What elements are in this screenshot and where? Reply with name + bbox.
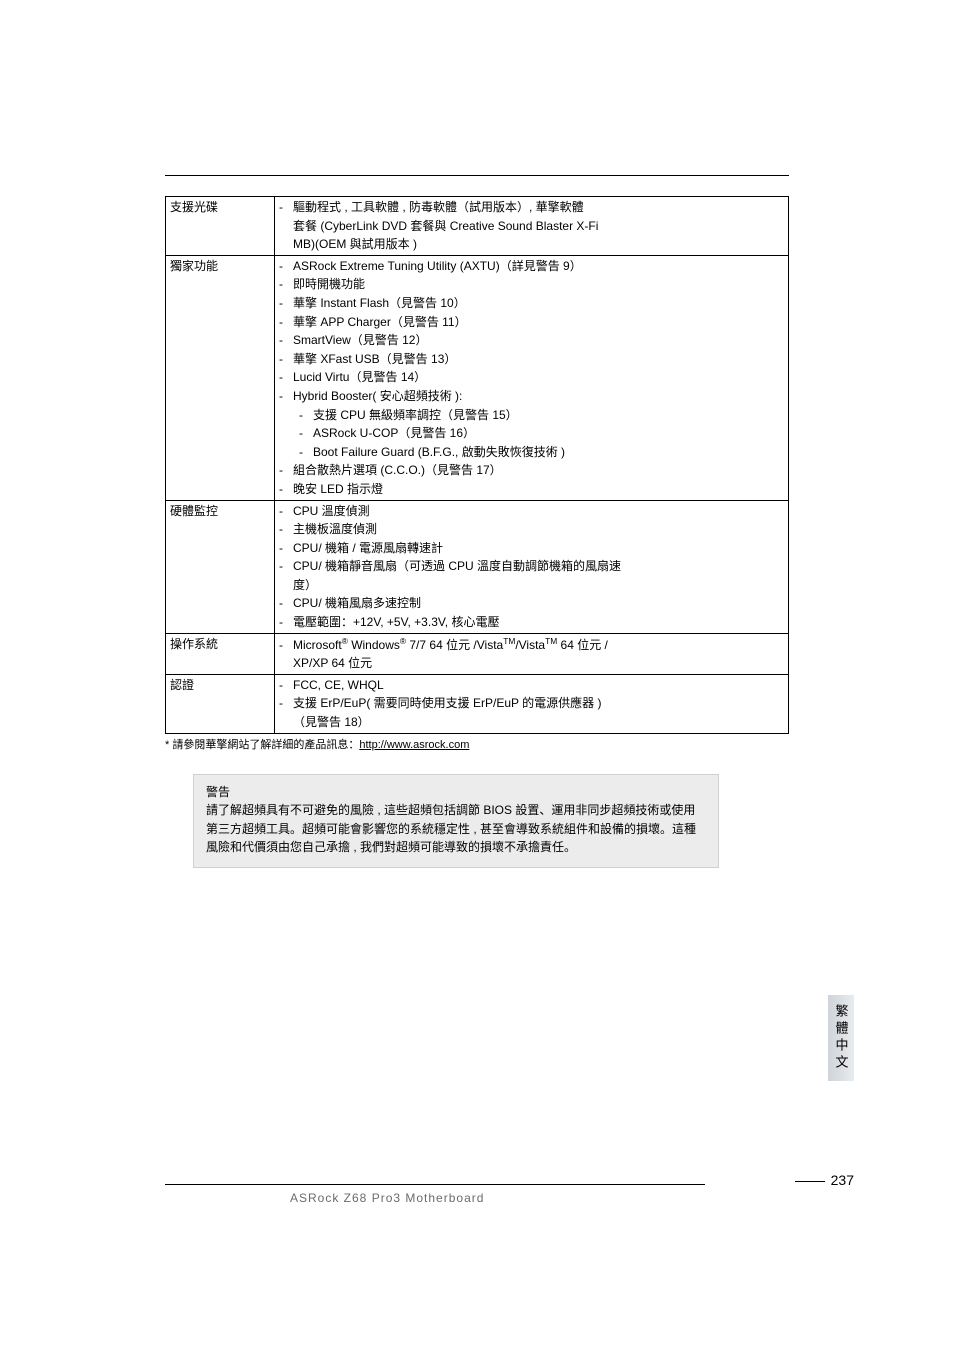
feature-line: 套餐 (CyberLink DVD 套餐與 Creative Sound Bla… <box>279 217 784 236</box>
feature-line: -主機板溫度偵測 <box>279 520 784 539</box>
warning-box: 警告 請了解超頻具有不可避免的風險 , 這些超頻包括調節 BIOS 設置、運用非… <box>193 774 719 868</box>
feature-line: -華擎 Instant Flash（見警告 10） <box>279 294 784 313</box>
footer-text: ASRock Z68 Pro3 Motherboard <box>165 1185 854 1205</box>
feature-line: -CPU/ 機箱風扇多速控制 <box>279 594 784 613</box>
feature-line: -SmartView（見警告 12） <box>279 331 784 350</box>
footer: ASRock Z68 Pro3 Motherboard <box>165 1184 854 1205</box>
feature-line: -CPU/ 機箱 / 電源風扇轉速計 <box>279 539 784 558</box>
row-content: -CPU 溫度偵測-主機板溫度偵測-CPU/ 機箱 / 電源風扇轉速計-CPU/… <box>275 500 789 633</box>
feature-line: -ASRock U-COP（見警告 16） <box>279 424 784 443</box>
feature-line: -組合散熱片選項 (C.C.O.)（見警告 17） <box>279 461 784 480</box>
warning-title: 警告 <box>206 783 706 802</box>
row-label: 操作系統 <box>166 633 275 674</box>
feature-line: -Lucid Virtu（見警告 14） <box>279 368 784 387</box>
feature-line: -支援 ErP/EuP( 需要同時使用支援 ErP/EuP 的電源供應器 ) <box>279 694 784 713</box>
feature-line: -華擎 APP Charger（見警告 11） <box>279 313 784 332</box>
row-label: 支援光碟 <box>166 197 275 256</box>
language-tab: 繁體中文 <box>828 995 854 1081</box>
feature-line: （見警告 18） <box>279 713 784 732</box>
footnote-text: * 請參閱華擎網站了解詳細的產品訊息： <box>165 739 359 751</box>
feature-line: -FCC, CE, WHQL <box>279 676 784 695</box>
footnote: * 請參閱華擎網站了解詳細的產品訊息：http://www.asrock.com <box>165 736 789 752</box>
feature-line: -Hybrid Booster( 安心超頻技術 ): <box>279 387 784 406</box>
row-label: 認證 <box>166 674 275 733</box>
feature-line: -即時開機功能 <box>279 275 784 294</box>
language-tab-label: 繁體中文 <box>832 1004 851 1072</box>
row-label: 獨家功能 <box>166 255 275 500</box>
row-label: 硬體監控 <box>166 500 275 633</box>
feature-line: -Boot Failure Guard (B.F.G., 啟動失敗恢復技術 ) <box>279 443 784 462</box>
feature-line: -電壓範圍：+12V, +5V, +3.3V, 核心電壓 <box>279 613 784 632</box>
feature-line: -支援 CPU 無級頻率調控（見警告 15） <box>279 406 784 425</box>
feature-line: XP/XP 64 位元 <box>279 654 784 673</box>
row-content: -ASRock Extreme Tuning Utility (AXTU)（詳見… <box>275 255 789 500</box>
feature-line: -ASRock Extreme Tuning Utility (AXTU)（詳見… <box>279 257 784 276</box>
footnote-link[interactable]: http://www.asrock.com <box>359 739 469 751</box>
spec-table: 支援光碟-驅動程式 , 工具軟體 , 防毒軟體（試用版本）, 華擎軟體套餐 (C… <box>165 196 789 734</box>
row-content: -Microsoft® Windows® 7/7 64 位元 /VistaTM/… <box>275 633 789 674</box>
feature-line: -晚安 LED 指示燈 <box>279 480 784 499</box>
feature-line: -Microsoft® Windows® 7/7 64 位元 /VistaTM/… <box>279 635 784 655</box>
top-rule <box>165 175 789 176</box>
feature-line: -驅動程式 , 工具軟體 , 防毒軟體（試用版本）, 華擎軟體 <box>279 198 784 217</box>
feature-line: MB)(OEM 與試用版本 ) <box>279 235 784 254</box>
feature-line: -華擎 XFast USB（見警告 13） <box>279 350 784 369</box>
row-content: -FCC, CE, WHQL-支援 ErP/EuP( 需要同時使用支援 ErP/… <box>275 674 789 733</box>
feature-line: 度） <box>279 576 784 595</box>
feature-line: -CPU 溫度偵測 <box>279 502 784 521</box>
row-content: -驅動程式 , 工具軟體 , 防毒軟體（試用版本）, 華擎軟體套餐 (Cyber… <box>275 197 789 256</box>
warning-body: 請了解超頻具有不可避免的風險 , 這些超頻包括調節 BIOS 設置、運用非同步超… <box>206 803 696 854</box>
feature-line: -CPU/ 機箱靜音風扇（可透過 CPU 溫度自動調節機箱的風扇速 <box>279 557 784 576</box>
